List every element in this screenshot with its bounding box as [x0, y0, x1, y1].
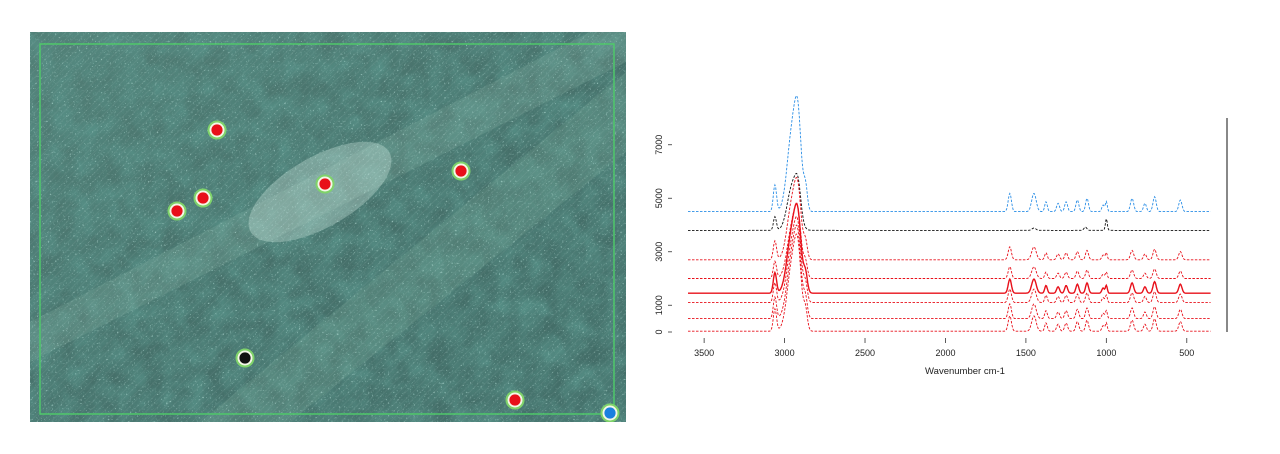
x-tick-label: 500	[1179, 348, 1194, 358]
measurement-marker-blue[interactable]	[600, 403, 620, 422]
selection-frame[interactable]	[39, 43, 615, 415]
spectrum-series-6	[688, 216, 1211, 304]
spectrum-series-4	[688, 203, 1211, 279]
y-tick-label: 0	[654, 329, 664, 334]
x-axis: 3500 3000 2500 2000 1500 1000 500	[694, 338, 1194, 358]
measurement-marker-black[interactable]	[235, 348, 255, 368]
spectrum-series-1	[688, 96, 1211, 213]
spectra-chart: 0 1000 3000 5000 7000 3500 3000 2500 2000 1500 10…	[654, 96, 1228, 377]
x-tick-label: 3000	[775, 348, 795, 358]
y-axis: 0 1000 3000 5000 7000	[654, 135, 672, 335]
spectrum-series-5	[688, 202, 1211, 294]
measurement-marker-red[interactable]	[505, 390, 525, 410]
measurement-marker-red[interactable]	[315, 174, 335, 194]
x-tick-label: 1500	[1016, 348, 1036, 358]
marker-layer	[167, 120, 620, 422]
spectrum-series-8	[688, 233, 1211, 332]
spectrum-series-3	[688, 177, 1211, 261]
x-axis-label: Wavenumber cm-1	[925, 366, 1005, 377]
measurement-marker-red[interactable]	[451, 161, 471, 181]
x-tick-label: 3500	[694, 348, 714, 358]
microscope-image	[30, 32, 626, 422]
y-tick-label: 3000	[654, 242, 664, 262]
spectrum-series-7	[688, 224, 1211, 320]
y-tick-label: 5000	[654, 188, 664, 208]
series-layer	[688, 96, 1211, 332]
measurement-marker-red[interactable]	[207, 120, 227, 140]
y-tick-label: 7000	[654, 135, 664, 155]
x-tick-label: 1000	[1096, 348, 1116, 358]
x-tick-label: 2500	[855, 348, 875, 358]
measurement-marker-red[interactable]	[167, 201, 187, 221]
spectrum-series-2	[688, 172, 1211, 231]
measurement-marker-red[interactable]	[193, 188, 213, 208]
x-tick-label: 2000	[935, 348, 955, 358]
y-tick-label: 1000	[654, 295, 664, 315]
